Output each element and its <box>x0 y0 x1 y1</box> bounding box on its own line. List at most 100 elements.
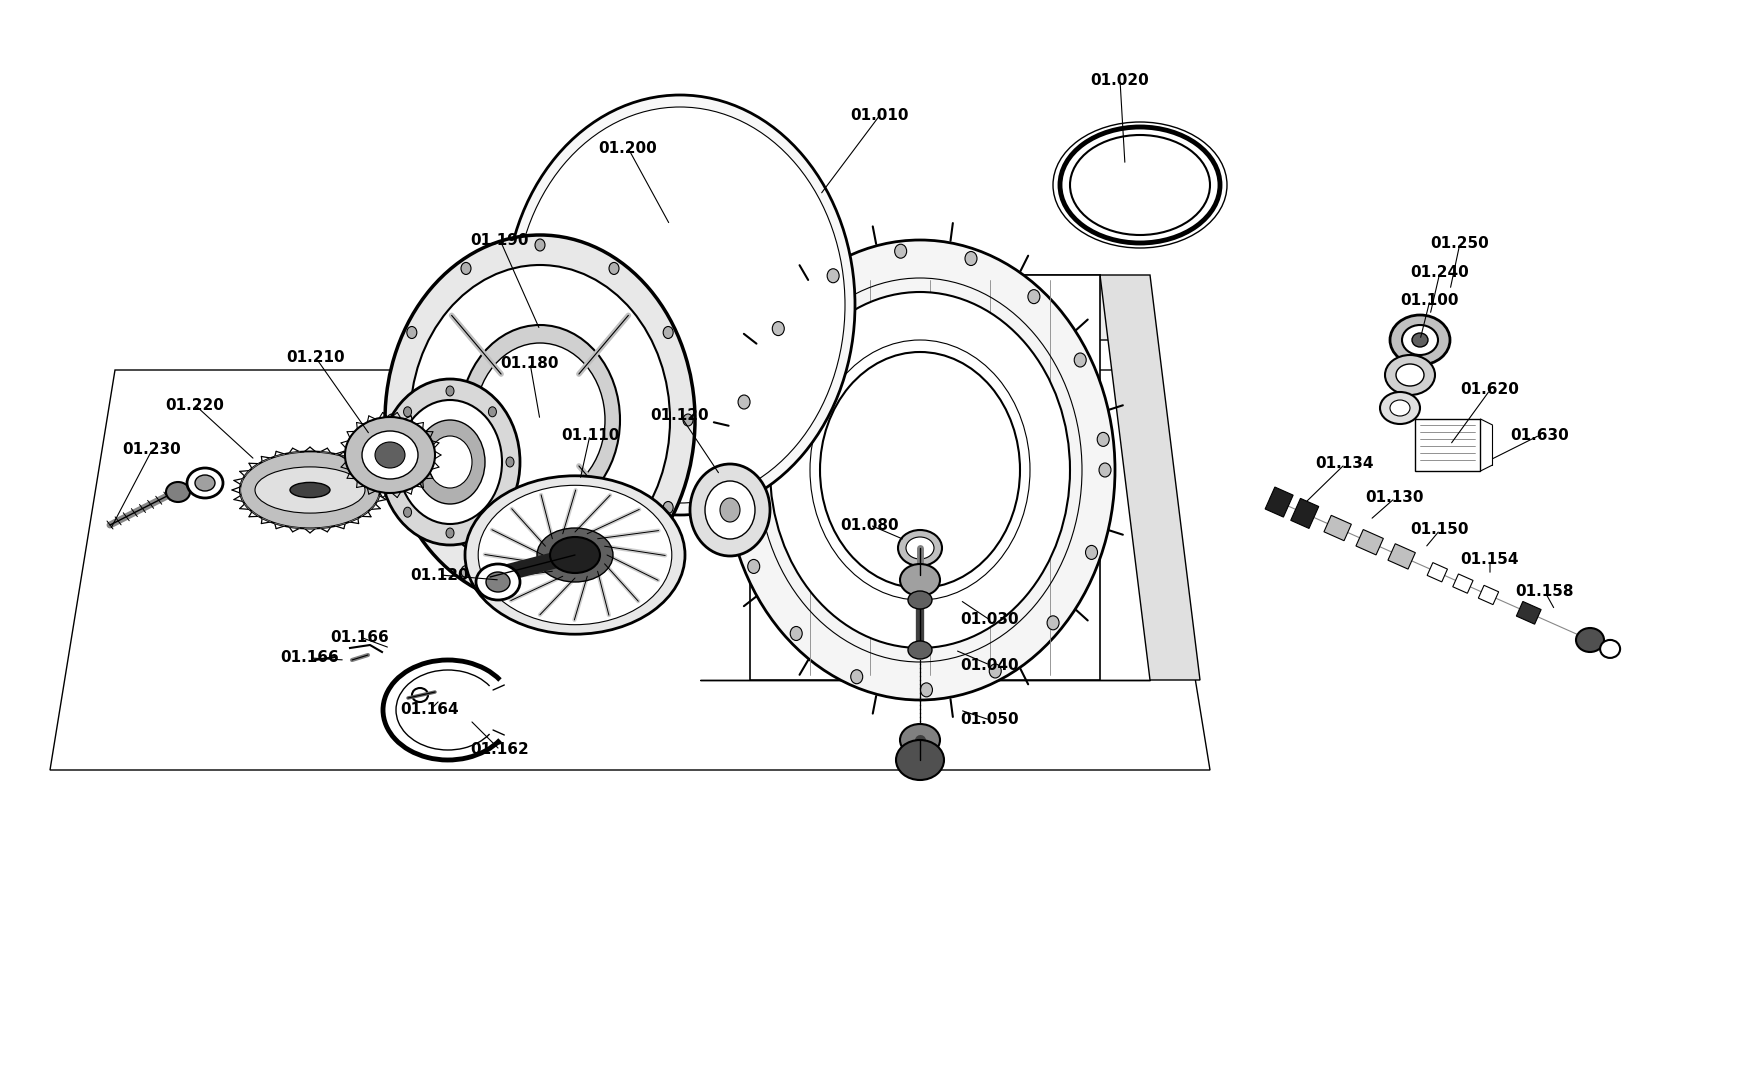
Polygon shape <box>699 275 1149 340</box>
Polygon shape <box>1099 275 1200 681</box>
Ellipse shape <box>376 442 405 468</box>
Ellipse shape <box>165 482 190 502</box>
Text: 01.240: 01.240 <box>1410 264 1468 279</box>
Ellipse shape <box>485 572 510 592</box>
Ellipse shape <box>186 468 223 498</box>
Ellipse shape <box>1384 355 1435 395</box>
Ellipse shape <box>384 235 694 605</box>
Text: 01.190: 01.190 <box>471 232 529 247</box>
Ellipse shape <box>403 407 412 417</box>
Ellipse shape <box>894 244 906 258</box>
Text: 01.200: 01.200 <box>598 140 657 155</box>
Ellipse shape <box>344 417 435 493</box>
Text: 01.010: 01.010 <box>850 107 909 122</box>
Text: 01.162: 01.162 <box>470 743 529 758</box>
Ellipse shape <box>1600 640 1619 658</box>
Polygon shape <box>1355 530 1383 555</box>
Text: 01.630: 01.630 <box>1509 428 1569 443</box>
Ellipse shape <box>663 326 673 338</box>
Ellipse shape <box>428 435 471 488</box>
Ellipse shape <box>534 239 544 251</box>
Ellipse shape <box>550 537 600 574</box>
Ellipse shape <box>1576 628 1603 652</box>
Ellipse shape <box>445 386 454 396</box>
Ellipse shape <box>704 482 755 539</box>
Polygon shape <box>1515 601 1541 624</box>
Ellipse shape <box>790 627 802 641</box>
Ellipse shape <box>908 641 932 659</box>
Ellipse shape <box>989 664 1000 678</box>
Ellipse shape <box>379 379 520 545</box>
Text: 01.100: 01.100 <box>1400 292 1459 307</box>
Polygon shape <box>1426 563 1447 582</box>
Ellipse shape <box>386 457 393 467</box>
Text: 01.230: 01.230 <box>122 443 181 458</box>
Ellipse shape <box>906 537 934 559</box>
Ellipse shape <box>908 591 932 609</box>
Ellipse shape <box>819 352 1019 588</box>
Ellipse shape <box>362 431 417 479</box>
Ellipse shape <box>537 528 612 582</box>
Ellipse shape <box>850 670 863 684</box>
Ellipse shape <box>410 265 670 575</box>
Ellipse shape <box>407 326 417 338</box>
Text: 01.020: 01.020 <box>1090 73 1149 88</box>
Text: 01.166: 01.166 <box>280 651 339 666</box>
Ellipse shape <box>515 107 845 503</box>
Ellipse shape <box>195 475 216 491</box>
Text: 01.620: 01.620 <box>1459 382 1518 397</box>
Text: 01.158: 01.158 <box>1515 584 1574 599</box>
Ellipse shape <box>256 467 365 514</box>
Polygon shape <box>1452 574 1473 593</box>
Text: 01.050: 01.050 <box>960 713 1019 728</box>
Ellipse shape <box>899 564 939 596</box>
Ellipse shape <box>737 395 750 409</box>
Ellipse shape <box>461 262 471 274</box>
Ellipse shape <box>1389 400 1409 416</box>
Text: 01.154: 01.154 <box>1461 552 1518 567</box>
Ellipse shape <box>445 528 454 538</box>
Ellipse shape <box>729 478 741 492</box>
Ellipse shape <box>690 464 770 556</box>
Polygon shape <box>1388 544 1414 569</box>
Ellipse shape <box>1389 315 1449 365</box>
Ellipse shape <box>1073 353 1085 367</box>
Ellipse shape <box>897 530 941 566</box>
FancyBboxPatch shape <box>1416 419 1480 471</box>
Ellipse shape <box>663 502 673 514</box>
Ellipse shape <box>416 421 485 504</box>
Ellipse shape <box>1028 290 1040 304</box>
Text: 01.120: 01.120 <box>650 408 710 423</box>
Polygon shape <box>1290 499 1318 529</box>
Ellipse shape <box>459 325 619 515</box>
Ellipse shape <box>609 566 619 578</box>
Ellipse shape <box>772 322 784 336</box>
Text: 01.166: 01.166 <box>330 629 390 644</box>
Ellipse shape <box>720 498 739 522</box>
Ellipse shape <box>504 95 854 515</box>
Ellipse shape <box>386 414 396 426</box>
Text: 01.030: 01.030 <box>960 612 1019 627</box>
Ellipse shape <box>290 483 330 498</box>
Ellipse shape <box>1410 333 1428 347</box>
Polygon shape <box>1478 585 1497 605</box>
Ellipse shape <box>461 566 471 578</box>
Ellipse shape <box>683 414 692 426</box>
Ellipse shape <box>534 588 544 601</box>
Ellipse shape <box>1097 432 1108 446</box>
Ellipse shape <box>1047 616 1059 630</box>
Text: 01.250: 01.250 <box>1429 235 1489 250</box>
Polygon shape <box>1264 487 1292 517</box>
Text: 01.120: 01.120 <box>410 567 470 582</box>
Ellipse shape <box>489 407 496 417</box>
Text: 01.164: 01.164 <box>400 703 459 718</box>
Ellipse shape <box>506 457 513 467</box>
Ellipse shape <box>1402 325 1436 355</box>
Ellipse shape <box>1379 392 1419 424</box>
Ellipse shape <box>476 564 520 600</box>
Ellipse shape <box>1099 463 1111 477</box>
Text: 01.180: 01.180 <box>501 355 558 370</box>
Text: 01.080: 01.080 <box>840 518 899 533</box>
Ellipse shape <box>725 240 1115 700</box>
Ellipse shape <box>748 560 760 574</box>
